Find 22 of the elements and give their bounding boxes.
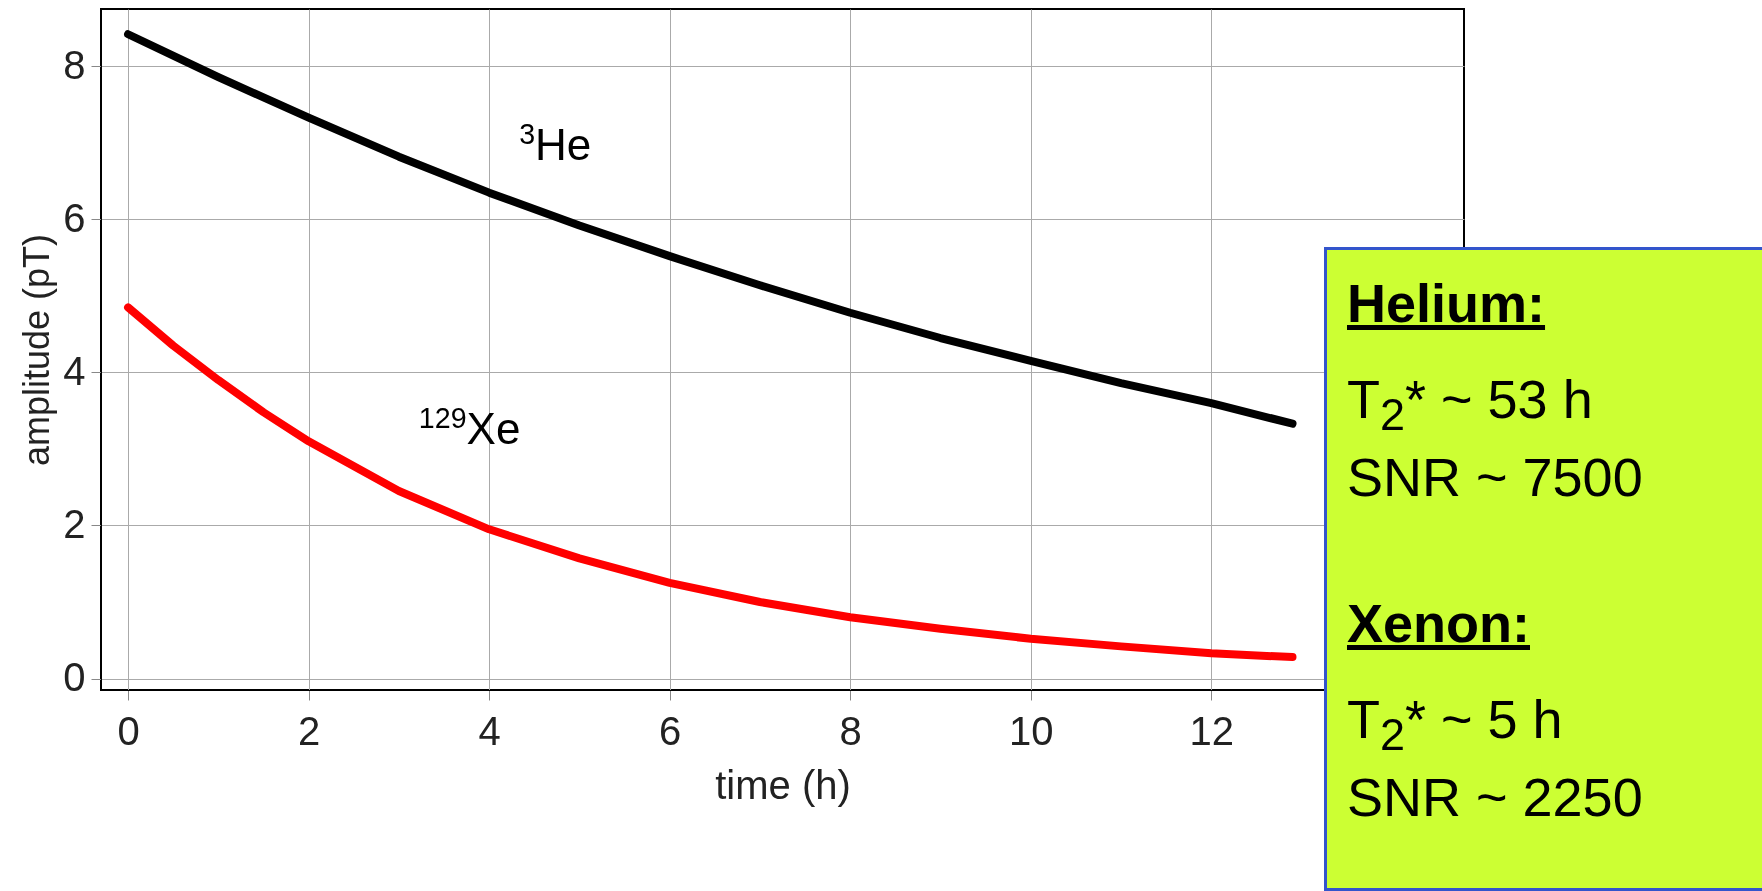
x-axis-title: time (h) (715, 762, 851, 807)
y-axis-title: amplitude (pT) (16, 233, 58, 467)
series-label: $^{3}$He (519, 117, 592, 169)
annotation: SNR ~ 7500 (1347, 445, 1644, 508)
x-tick-label: 4 (478, 708, 501, 753)
x-tick-label: 10 (1008, 708, 1054, 753)
y-tick-label: 6 (63, 195, 86, 240)
x-tick-label: 0 (117, 708, 140, 753)
x-tick-label: 8 (839, 708, 862, 753)
x-tick-label: 6 (659, 708, 682, 753)
annotation: T$_{2}$* ~ 5 h (1347, 687, 1564, 762)
x-tick-label: 12 (1189, 708, 1235, 753)
series-label: $^{129}$Xe (418, 402, 521, 454)
y-tick-label: 0 (63, 655, 86, 700)
annotation: T$_{2}$* ~ 53 h (1347, 368, 1594, 442)
x-tick-label: 2 (297, 708, 321, 753)
y-tick-label: 8 (63, 42, 86, 87)
annotation: Helium: (1347, 272, 1547, 334)
text: SNR ~ 2250 (1347, 765, 1644, 828)
annotation: Xenon: (1347, 591, 1531, 654)
y-tick-label: 4 (63, 348, 86, 393)
y-tick-label: 2 (63, 501, 86, 546)
